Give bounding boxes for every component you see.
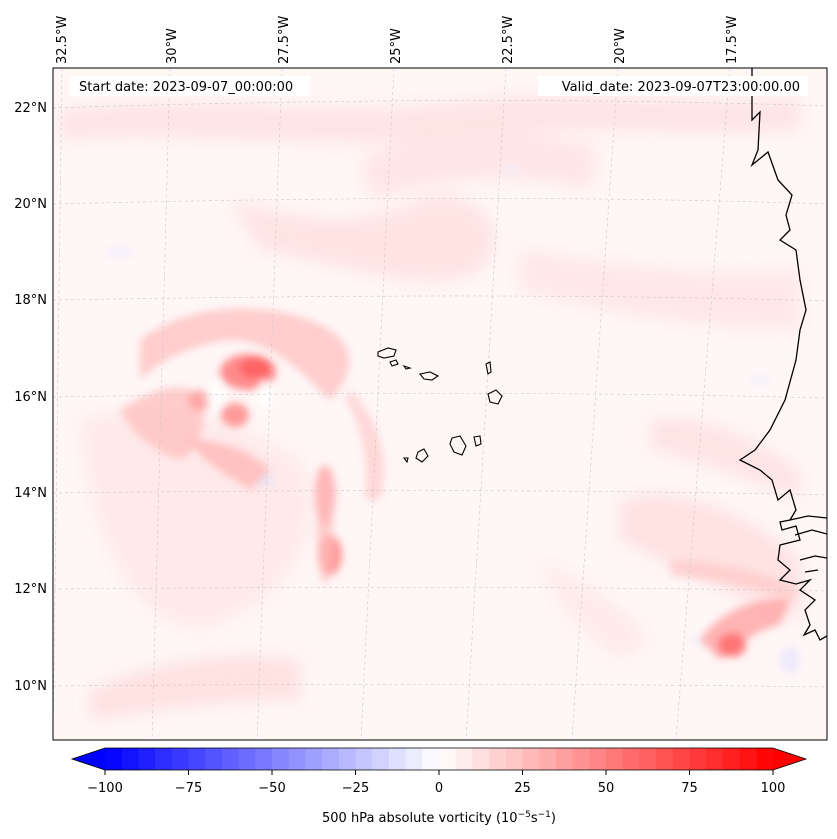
cb-tick-label: 75 <box>681 781 698 796</box>
colorbar-cell <box>622 748 640 770</box>
colorbar-cell <box>121 748 139 770</box>
colorbar-cell <box>522 748 540 770</box>
start-date-label: Start date: 2023-09-07_00:00:00 <box>79 80 293 95</box>
colorbar-ticks: −100 −75 −50 −25 0 25 50 75 100 <box>87 770 785 796</box>
lat-label: 20°N <box>14 197 47 212</box>
colorbar-label: 500 hPa absolute vorticity (10−5s−1) <box>322 810 556 826</box>
colorbar-cell <box>489 748 507 770</box>
cb-tick-label: 0 <box>435 781 443 796</box>
colorbar-cell <box>422 748 440 770</box>
colorbar-cell <box>338 748 356 770</box>
map-frame <box>52 67 828 741</box>
colorbar-cell <box>255 748 273 770</box>
colorbar-cell <box>105 748 123 770</box>
colorbar-cell <box>722 748 740 770</box>
colorbar-cell <box>171 748 189 770</box>
start-date-box <box>70 76 310 96</box>
colorbar-cell <box>138 748 156 770</box>
colorbar-cell <box>505 748 523 770</box>
coastline-africa <box>738 68 827 641</box>
lon-label: 27.5°W <box>277 16 292 64</box>
colorbar-cell <box>455 748 473 770</box>
colorbar-cell <box>155 748 173 770</box>
colorbar-cell <box>572 748 590 770</box>
lon-label: 17.5°W <box>725 16 740 64</box>
colorbar-cell <box>656 748 674 770</box>
colorbar-cell <box>706 748 724 770</box>
vorticity-field <box>53 68 827 740</box>
coastline-cape-verde <box>377 347 503 464</box>
lon-label: 32.5°W <box>55 16 70 64</box>
colorbar-extend-min <box>72 748 105 770</box>
latitude-labels: 22°N 20°N 18°N 16°N 14°N 12°N 10°N <box>14 101 47 694</box>
lat-label: 18°N <box>14 293 47 308</box>
cb-tick-label: 100 <box>761 781 786 796</box>
colorbar-cell <box>288 748 306 770</box>
colorbar-cell <box>606 748 624 770</box>
colorbar-cell <box>739 748 757 770</box>
cb-tick-label: −75 <box>175 781 202 796</box>
cb-tick-label: 50 <box>598 781 615 796</box>
gridlines <box>53 68 827 740</box>
colorbar-cell <box>555 748 573 770</box>
colorbar-extend-max <box>773 748 806 770</box>
colorbar-cell <box>539 748 557 770</box>
colorbar-cell <box>355 748 373 770</box>
lat-label: 12°N <box>14 582 47 597</box>
valid-date-label: Valid_date: 2023-09-07T23:00:00.00 <box>562 80 800 95</box>
colorbar-cell <box>439 748 457 770</box>
colorbar-cell <box>689 748 707 770</box>
lon-label: 20°W <box>613 28 628 64</box>
valid-date-box <box>538 76 808 96</box>
colorbar-cells <box>105 748 774 770</box>
cb-tick-label: 25 <box>514 781 531 796</box>
longitude-labels: 32.5°W 30°W 27.5°W 25°W 22.5°W 20°W 17.5… <box>55 16 740 64</box>
colorbar-cell <box>221 748 239 770</box>
colorbar-cell <box>322 748 340 770</box>
lat-label: 14°N <box>14 486 47 501</box>
colorbar-cell <box>272 748 290 770</box>
cb-tick-label: −50 <box>258 781 285 796</box>
cb-tick-label: −100 <box>87 781 123 796</box>
colorbar-cell <box>472 748 490 770</box>
colorbar-cell <box>205 748 223 770</box>
lat-label: 22°N <box>14 101 47 116</box>
colorbar-cell <box>405 748 423 770</box>
colorbar-cell <box>388 748 406 770</box>
colorbar: −100 −75 −50 −25 0 25 50 75 100 500 hPa … <box>70 747 808 826</box>
colorbar-cell <box>589 748 607 770</box>
lon-label: 22.5°W <box>501 16 516 64</box>
colorbar-cell <box>639 748 657 770</box>
lon-label: 25°W <box>389 28 404 64</box>
lat-label: 16°N <box>14 390 47 405</box>
colorbar-cell <box>305 748 323 770</box>
colorbar-cell <box>188 748 206 770</box>
colorbar-cell <box>372 748 390 770</box>
lon-label: 30°W <box>165 28 180 64</box>
colorbar-cell <box>238 748 256 770</box>
cb-tick-label: −25 <box>342 781 369 796</box>
lat-label: 10°N <box>14 679 47 694</box>
colorbar-cell <box>756 748 774 770</box>
colorbar-cell <box>672 748 690 770</box>
